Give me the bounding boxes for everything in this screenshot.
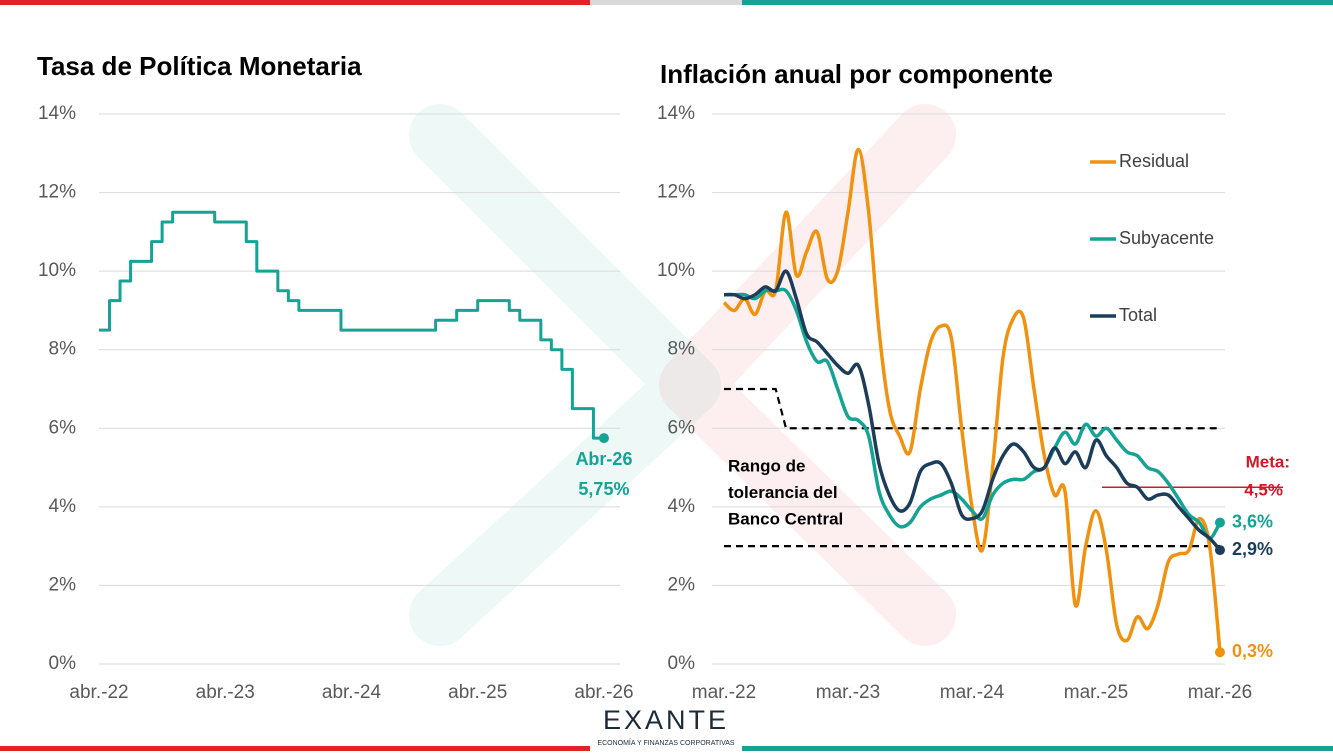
y-tick-label: 6% [49,417,77,438]
series-line [723,269,1222,552]
x-tick-label: mar.-26 [1188,682,1252,703]
y-tick-label: 12% [38,182,76,203]
y-tick-label: 2% [668,574,696,595]
x-tick-label: mar.-25 [1064,682,1128,703]
value-label: 2,9% [1232,539,1273,559]
watermark [409,104,721,646]
annotation: Abr-26 [575,449,632,469]
logo: EXANTE [603,705,729,735]
logo-tagline: ECONOMÍA Y FINANZAS CORPORATIVAS [597,738,735,747]
series-line [99,210,604,440]
y-tick-label: 12% [657,182,695,203]
tolerance-upper [724,387,1220,430]
legend-label: Total [1119,305,1157,325]
end-point [1214,545,1225,556]
end-point [598,433,609,444]
value-label: 3,6% [1232,511,1273,531]
target-value: 4,5% [1244,481,1283,500]
watermark [659,104,956,646]
y-tick-label: 2% [49,574,77,595]
tolerance-label: Banco Central [728,509,843,528]
y-tick-label: 10% [38,260,76,281]
top-bar [0,0,590,5]
top-bar [590,0,742,5]
top-bar [742,0,1333,5]
target-label: Meta: [1246,453,1290,472]
value-label: 5,75% [578,479,629,499]
end-point [1214,517,1225,528]
x-tick-label: mar.-22 [692,682,756,703]
y-tick-label: 14% [657,103,695,124]
x-tick-label: abr.-24 [322,682,382,703]
y-tick-label: 0% [49,653,77,674]
bottom-bar [742,746,1333,751]
x-tick-label: abr.-23 [196,682,255,703]
y-tick-label: 8% [668,339,696,360]
x-tick-label: mar.-23 [816,682,880,703]
x-tick-label: mar.-24 [940,682,1005,703]
x-tick-label: abr.-25 [448,682,507,703]
x-tick-label: abr.-26 [574,682,633,703]
y-tick-label: 4% [49,496,77,517]
bottom-bar [0,746,590,751]
value-label: 0,3% [1232,641,1273,661]
x-tick-label: abr.-22 [69,682,128,703]
y-tick-label: 0% [668,653,696,674]
tolerance-label: Rango de [728,456,805,475]
end-point [1214,647,1225,658]
tolerance-label: tolerancia del [728,483,838,502]
legend-label: Residual [1119,151,1189,171]
y-tick-label: 10% [657,260,695,281]
chart-title: Tasa de Política Monetaria [37,51,362,81]
y-tick-label: 8% [49,339,77,360]
series-line [724,287,1222,541]
y-tick-label: 6% [668,417,696,438]
chart-title: Inflación anual por componente [660,59,1053,89]
legend-label: Subyacente [1119,228,1214,248]
y-tick-label: 4% [668,496,696,517]
y-tick-label: 14% [38,103,76,124]
